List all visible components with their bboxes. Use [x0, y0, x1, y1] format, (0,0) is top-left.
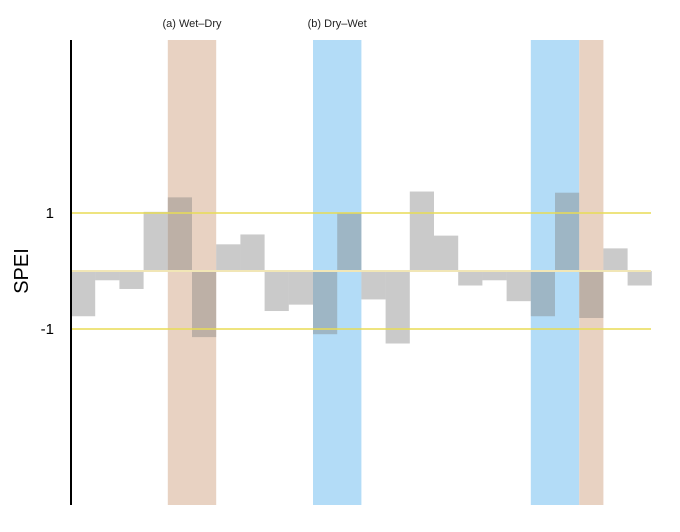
bar-2 — [119, 271, 144, 289]
y-axis-label: SPEI — [11, 248, 33, 294]
highlight-band-wet-2 — [530, 40, 580, 505]
bar-15 — [434, 235, 459, 271]
bar-16 — [458, 271, 483, 286]
bar-7 — [240, 234, 265, 271]
bar-6 — [216, 244, 241, 271]
bar-17 — [482, 271, 507, 281]
annotation-layer: (a) Wet–Dry (b) Dry–Wet — [162, 18, 366, 30]
y-tick-label-1: -1 — [41, 321, 54, 338]
bar-23 — [627, 271, 652, 286]
bar-10 — [313, 271, 338, 335]
highlight-band-wet-1 — [313, 40, 362, 505]
y-tick-layer: 1 -1 — [41, 205, 54, 338]
bar-14 — [409, 191, 434, 271]
bar-8 — [264, 271, 289, 312]
reference-line-layer — [71, 212, 651, 330]
bar-9 — [288, 271, 313, 305]
band-annotation-0: (a) Wet–Dry — [162, 18, 222, 30]
bar-18 — [506, 271, 531, 302]
bar-11 — [337, 212, 362, 271]
bar-22 — [603, 248, 628, 271]
y-tick-label-0: 1 — [46, 205, 54, 222]
highlight-band-layer — [167, 40, 604, 505]
bar-0 — [71, 271, 96, 317]
bar-20 — [555, 192, 580, 271]
highlight-band-dry-3 — [579, 40, 604, 505]
bar-21 — [579, 271, 604, 318]
bar-4 — [167, 197, 192, 271]
bar-layer — [71, 191, 652, 344]
bar-5 — [192, 271, 217, 338]
bar-13 — [385, 271, 410, 344]
bar-19 — [530, 271, 555, 317]
bar-1 — [95, 271, 120, 281]
band-annotation-1: (b) Dry–Wet — [308, 18, 367, 30]
highlight-band-dry-0 — [167, 40, 217, 505]
bar-12 — [361, 271, 386, 300]
bar-3 — [143, 211, 168, 271]
